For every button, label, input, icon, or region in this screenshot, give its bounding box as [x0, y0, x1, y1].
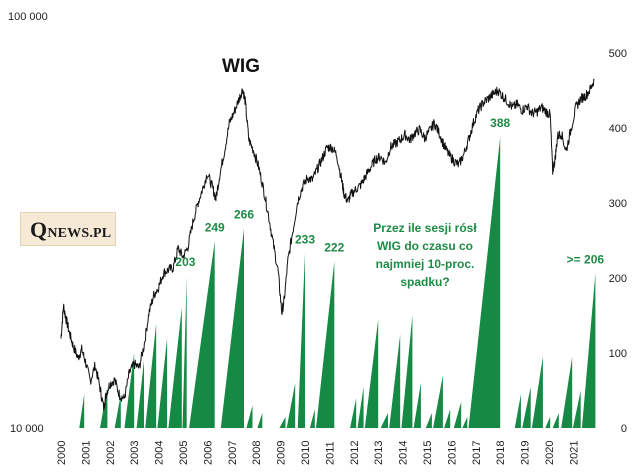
x-tick-2021: 2021 [568, 441, 580, 465]
runup-area-32 [522, 386, 531, 428]
right-axis-ticks: 0 100 200 300 400 500 [609, 48, 627, 435]
runup-area-35 [552, 413, 559, 428]
x-tick-2018: 2018 [495, 441, 507, 465]
right-tick-0: 0 [621, 423, 627, 435]
runup-area-5 [145, 323, 157, 428]
runup-area-31 [514, 394, 521, 428]
runup-area-6 [157, 338, 168, 428]
x-tick-2006: 2006 [202, 441, 214, 465]
right-tick-200: 200 [609, 273, 627, 285]
runup-area-29 [462, 416, 468, 428]
right-tick-500: 500 [609, 48, 627, 60]
runup-area-30 [468, 137, 501, 428]
runup-area-28 [453, 401, 462, 428]
wig-line-group [60, 78, 595, 411]
annotation-line-2: WIG do czasu co [377, 239, 473, 253]
runup-area-14 [286, 383, 296, 428]
x-tick-2016: 2016 [446, 441, 458, 465]
left-axis-top-label: 100 000 [8, 11, 48, 23]
runup-area-25 [425, 413, 432, 428]
x-tick-2011: 2011 [324, 441, 336, 465]
runup-area-12 [257, 413, 263, 428]
x-axis-ticks: 2000 2001 2002 2003 2004 2005 2006 2007 2008 2009… [56, 441, 580, 465]
runup-area-24 [413, 383, 421, 428]
x-tick-2008: 2008 [251, 441, 263, 465]
x-tick-2000: 2000 [56, 441, 68, 465]
runup-area-34 [545, 416, 551, 428]
runup-area-37 [572, 390, 581, 428]
runup-area-9 [189, 241, 215, 428]
runup-area-36 [561, 356, 573, 428]
runup-area-22 [389, 334, 401, 428]
right-tick-400: 400 [609, 123, 627, 135]
left-axis-bottom-label: 10 000 [10, 423, 44, 435]
peak-label-4: 222 [324, 241, 344, 255]
x-tick-2003: 2003 [129, 441, 141, 465]
runup-area-15 [297, 253, 305, 428]
chart-title: WIG [222, 56, 260, 77]
runup-area-13 [279, 416, 286, 428]
runup-area-19 [357, 386, 364, 428]
qnews-logo-text: QNEWS.PL [30, 217, 112, 242]
x-tick-2017: 2017 [471, 441, 483, 465]
annotation-block: Przez ile sesji rósł WIG do czasu co naj… [373, 221, 477, 289]
wig-line [60, 78, 595, 411]
peak-label-0: 203 [175, 255, 195, 269]
runup-area-27 [444, 409, 451, 428]
runup-area-1 [100, 386, 108, 428]
right-tick-300: 300 [609, 198, 627, 210]
annotation-line-3: najmniej 10-proc. [376, 257, 475, 271]
runup-area-8 [182, 275, 187, 428]
runup-area-11 [246, 405, 253, 428]
runup-area-23 [401, 315, 413, 428]
x-tick-2012: 2012 [349, 441, 361, 465]
annotation-line-1: Przez ile sesji rósł [373, 221, 477, 235]
x-tick-2019: 2019 [520, 441, 532, 465]
x-tick-2009: 2009 [276, 441, 288, 465]
x-tick-2004: 2004 [154, 441, 166, 465]
x-tick-2014: 2014 [398, 441, 410, 465]
x-tick-2015: 2015 [422, 441, 434, 465]
runup-area-3 [124, 353, 135, 428]
runup-areas [79, 137, 596, 428]
runup-area-33 [531, 356, 543, 428]
peak-label-2: 266 [234, 208, 254, 222]
runup-area-18 [350, 398, 357, 428]
x-tick-2013: 2013 [373, 441, 385, 465]
right-tick-100: 100 [609, 348, 627, 360]
runup-area-26 [433, 375, 443, 428]
runup-area-16 [309, 409, 315, 428]
peak-label-1: 249 [205, 220, 225, 234]
runup-area-0 [79, 394, 85, 428]
peak-label-3: 233 [295, 232, 315, 246]
runup-area-10 [220, 228, 244, 428]
peak-label-5: 388 [490, 116, 510, 130]
x-tick-2007: 2007 [227, 441, 239, 465]
runup-area-20 [364, 319, 379, 428]
runup-area-7 [168, 308, 182, 428]
annotation-line-4: spadku? [400, 275, 449, 289]
runup-area-17 [316, 261, 335, 428]
x-tick-2002: 2002 [105, 441, 117, 465]
x-tick-2010: 2010 [300, 441, 312, 465]
x-tick-2020: 2020 [544, 441, 556, 465]
peak-labels: 203 249 266 233 222 388 >= 206 [175, 116, 604, 269]
runup-area-21 [380, 413, 388, 428]
x-tick-2005: 2005 [178, 441, 190, 465]
runup-area-38 [581, 273, 596, 428]
x-tick-2001: 2001 [80, 441, 92, 465]
runup-area-4 [136, 360, 144, 428]
runup-area-2 [114, 394, 121, 428]
qnews-logo: QNEWS.PL [20, 212, 116, 246]
peak-label-6: >= 206 [567, 253, 605, 267]
